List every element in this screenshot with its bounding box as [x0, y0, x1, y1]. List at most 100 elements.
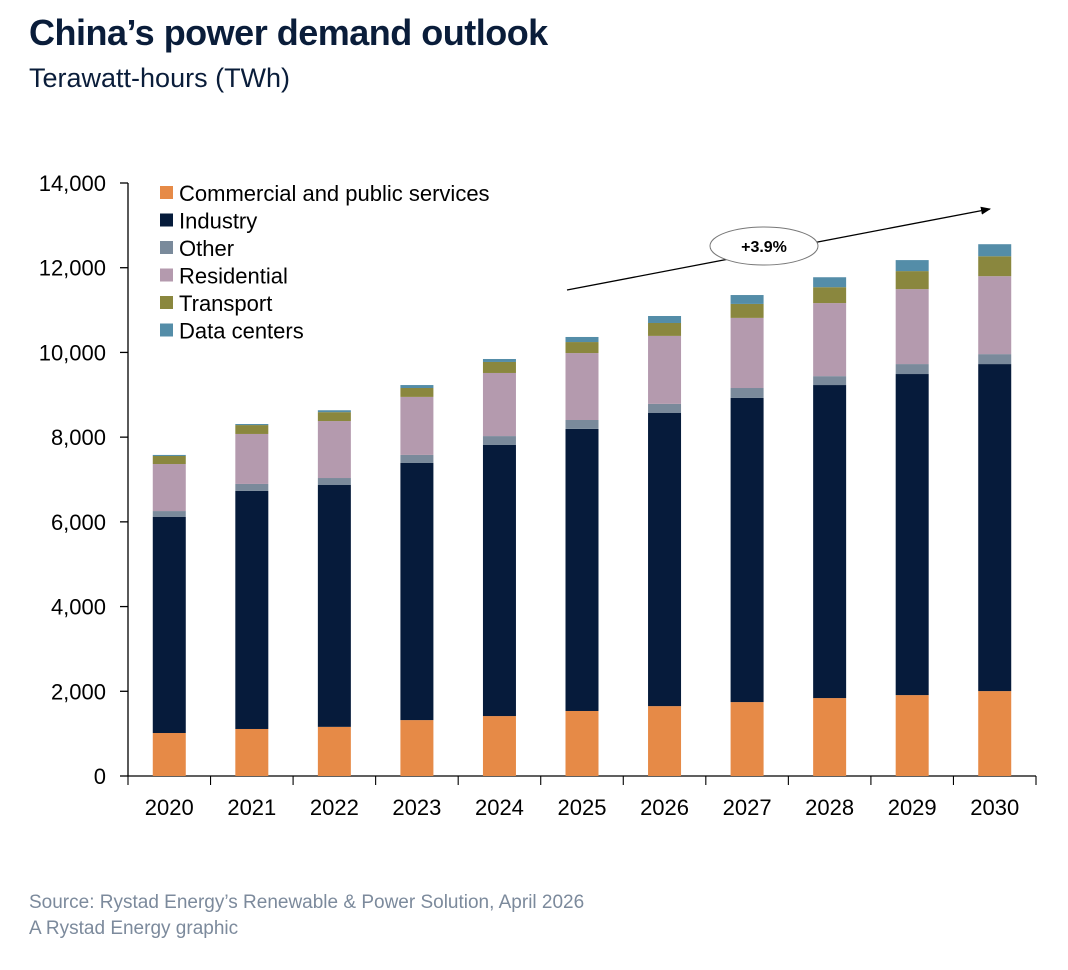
growth-annotation: +3.9% [566, 206, 991, 291]
legend-label: Data centers [179, 319, 304, 344]
x-tick-label: 2026 [640, 795, 689, 820]
bar-stack-2022 [317, 410, 351, 776]
bar-segment-data-centers [978, 244, 1012, 257]
bar-segment-residential [813, 303, 847, 377]
legend-swatch [160, 268, 173, 282]
bar-segment-residential [400, 396, 434, 455]
bar-segment-transport [565, 342, 599, 354]
legend: Commercial and public services IndustryOt… [160, 181, 490, 344]
legend-item: Data centers [160, 319, 304, 344]
legend-swatch [160, 186, 173, 199]
growth-label: +3.9% [741, 239, 787, 256]
legend-label: Commercial and public services [179, 181, 490, 206]
legend-item: Other [160, 236, 234, 261]
bar-segment-residential [235, 433, 269, 484]
x-tick-label: 2029 [888, 795, 937, 820]
bar-segment-data-centers [730, 295, 764, 304]
bar-segment-residential [978, 276, 1012, 355]
bar-segment-data-centers [235, 424, 269, 426]
bar-segment-data-centers [648, 316, 682, 323]
bar-stack-2028 [813, 277, 847, 776]
bar-stack-2025 [565, 336, 599, 776]
bar-stack-2030 [978, 244, 1012, 776]
bar-stack-2029 [895, 260, 929, 776]
bar-segment-residential [317, 421, 351, 479]
y-tick-label: 2,000 [51, 679, 106, 704]
bar-stack-2026 [648, 316, 682, 776]
bar-segment-other [400, 454, 434, 463]
bar-segment-transport [400, 388, 434, 397]
legend-item: Industry [160, 209, 257, 234]
legend-label: Industry [179, 209, 257, 234]
chart-subtitle: Terawatt-hours (TWh) [29, 63, 291, 93]
legend-swatch [160, 213, 173, 227]
growth-label-bubble [709, 226, 819, 266]
x-tick-label: 2028 [805, 795, 854, 820]
bar-segment-residential [895, 289, 929, 365]
bar-segment-industry [648, 412, 682, 707]
legend-label: Transport [179, 291, 272, 316]
chart-title: China’s power demand outlook [29, 12, 548, 53]
bar-segment-commercial-and-public-services [813, 698, 847, 776]
bar-segment-commercial-and-public-services [482, 716, 516, 776]
y-tick-label: 8,000 [51, 425, 106, 450]
x-tick-label: 2025 [558, 795, 607, 820]
bar-segment-commercial-and-public-services [978, 691, 1012, 776]
bar-segment-data-centers [317, 410, 351, 413]
bar-stack-2021 [235, 424, 269, 776]
bar-segment-other [235, 483, 269, 491]
bar-segment-industry [400, 462, 434, 721]
bar-segment-transport [895, 271, 929, 290]
bar-segment-data-centers [895, 260, 929, 272]
bar-segment-residential [482, 372, 516, 437]
bar-segment-transport [648, 322, 682, 336]
bar-segment-other [813, 376, 847, 386]
bar-segment-commercial-and-public-services [648, 706, 682, 776]
legend-label: Other [179, 236, 234, 261]
bar-segment-residential [152, 464, 186, 512]
bar-segment-transport [978, 256, 1012, 277]
bar-segment-other [152, 511, 186, 517]
bar-segment-data-centers [400, 385, 434, 389]
bar-segment-industry [152, 516, 186, 734]
legend-swatch [160, 241, 173, 254]
x-tick-label: 2030 [970, 795, 1019, 820]
legend-item: Residential [160, 264, 288, 289]
bar-segment-residential [730, 317, 764, 389]
y-tick-label: 10,000 [39, 340, 106, 365]
bar-segment-transport [730, 303, 764, 318]
y-tick-label: 14,000 [39, 171, 106, 196]
bar-stack-2023 [400, 385, 434, 776]
y-axis: 0 2,000 4,000 6,000 8,000 10,000 12,000 14,000 [39, 171, 129, 789]
bar-segment-other [317, 478, 351, 486]
bar-segment-industry [895, 374, 929, 696]
bar-segment-data-centers [152, 454, 186, 456]
bar-segment-industry [235, 490, 269, 729]
bar-segment-residential [648, 335, 682, 404]
bar-stack-2027 [730, 295, 764, 776]
legend-item: Transport [160, 291, 272, 316]
bar-segment-data-centers [565, 336, 599, 343]
bar-segment-other [648, 403, 682, 413]
bar-segment-data-centers [813, 277, 847, 288]
x-tick-label: 2021 [227, 795, 276, 820]
bar-segment-transport [235, 425, 269, 434]
bar-segment-commercial-and-public-services [730, 702, 764, 776]
y-tick-label: 0 [94, 764, 106, 789]
bar-segment-transport [813, 287, 847, 304]
bar-segment-industry [978, 364, 1012, 692]
x-tick-label: 2024 [475, 795, 524, 820]
y-tick-label: 4,000 [51, 595, 106, 620]
bar-segment-data-centers [482, 358, 516, 362]
y-tick-label: 6,000 [51, 510, 106, 535]
bar-segment-other [730, 388, 764, 398]
legend-swatch [160, 323, 173, 337]
bar-segment-transport [482, 361, 516, 373]
legend-label: Residential [179, 264, 288, 289]
bar-segment-industry [813, 385, 847, 699]
x-tick-label: 2020 [145, 795, 194, 820]
bar-segment-other [565, 419, 599, 429]
credit-note: A Rystad Energy graphic [29, 918, 239, 939]
bar-segment-industry [730, 397, 764, 703]
